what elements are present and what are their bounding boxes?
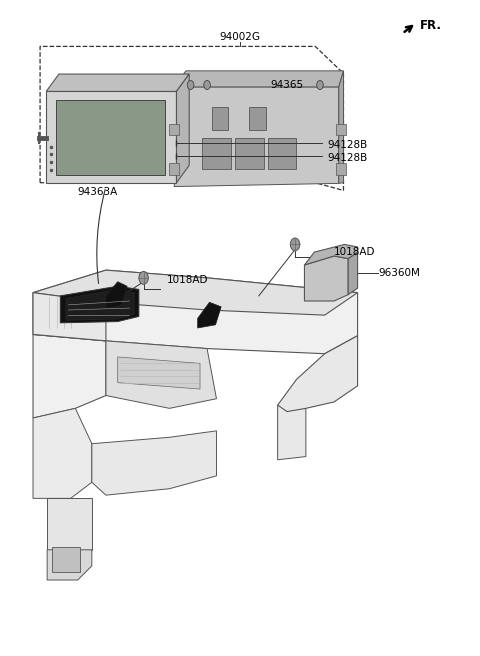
Bar (169, 123, 179, 135)
Bar (336, 123, 346, 135)
Bar (169, 163, 179, 175)
Polygon shape (56, 100, 165, 175)
Bar (235, 138, 264, 169)
Polygon shape (174, 87, 339, 186)
Polygon shape (66, 289, 134, 320)
Polygon shape (339, 71, 344, 184)
Polygon shape (198, 302, 221, 328)
Polygon shape (174, 71, 344, 87)
Text: 94128B: 94128B (327, 140, 367, 150)
Circle shape (317, 81, 323, 89)
Text: FR.: FR. (420, 19, 442, 32)
Circle shape (204, 81, 210, 89)
Polygon shape (277, 405, 306, 460)
Bar (212, 108, 228, 130)
Circle shape (139, 272, 148, 284)
Text: 94365: 94365 (271, 80, 304, 90)
Polygon shape (60, 286, 139, 323)
Text: 94002G: 94002G (219, 32, 261, 42)
Polygon shape (304, 256, 348, 301)
Text: 94128B: 94128B (327, 153, 367, 163)
Polygon shape (47, 550, 92, 580)
Bar (52, 546, 80, 572)
Circle shape (290, 238, 300, 251)
Polygon shape (106, 281, 127, 309)
Text: 96360M: 96360M (379, 268, 420, 278)
Polygon shape (118, 357, 200, 389)
Polygon shape (304, 245, 358, 265)
Bar (250, 108, 266, 130)
Text: 94363A: 94363A (78, 186, 118, 197)
Polygon shape (92, 431, 216, 495)
Polygon shape (33, 293, 106, 341)
Polygon shape (277, 336, 358, 411)
Polygon shape (46, 74, 189, 91)
Bar (268, 138, 297, 169)
Polygon shape (33, 335, 106, 418)
Bar (203, 138, 230, 169)
Polygon shape (348, 252, 358, 295)
Polygon shape (33, 270, 358, 354)
Polygon shape (33, 408, 92, 499)
Polygon shape (47, 499, 92, 550)
Polygon shape (46, 91, 177, 183)
Polygon shape (177, 74, 189, 183)
Polygon shape (33, 270, 358, 315)
Text: 1018AD: 1018AD (334, 247, 375, 257)
Bar (336, 163, 346, 175)
Polygon shape (106, 341, 216, 408)
Text: 1018AD: 1018AD (167, 275, 209, 285)
Circle shape (187, 81, 194, 89)
